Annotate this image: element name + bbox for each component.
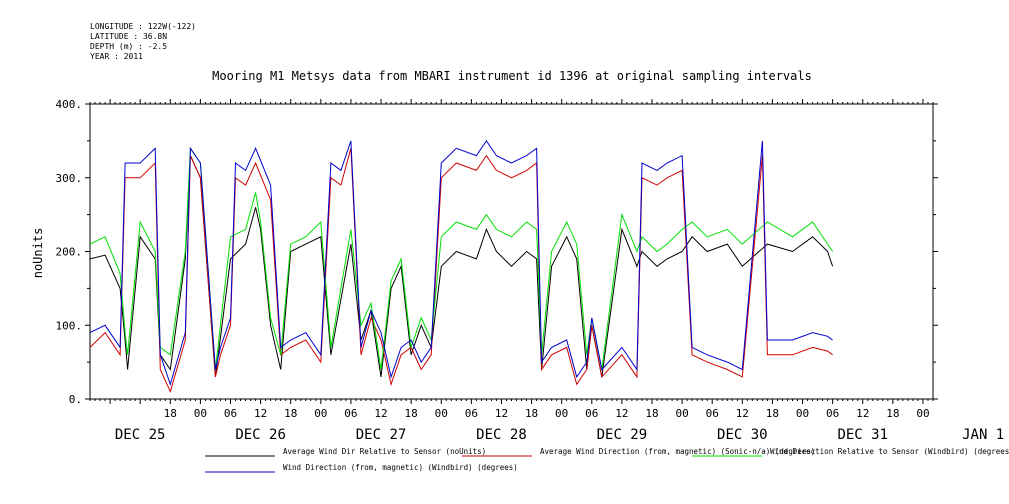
x-tick-label: 00 <box>916 407 929 420</box>
date-label: DEC 30 <box>717 427 768 443</box>
legend-label-0: Average Wind Dir Relative to Sensor (noU… <box>283 447 486 456</box>
x-tick-label: 00 <box>194 407 207 420</box>
meta-latitude: LATITUDE : 36.8N <box>90 32 167 41</box>
x-tick-label: 12 <box>856 407 869 420</box>
x-tick-label: 12 <box>736 407 749 420</box>
x-tick-label: 00 <box>314 407 327 420</box>
date-label: DEC 25 <box>115 427 166 443</box>
x-tick-label: 00 <box>796 407 809 420</box>
x-tick-label: 06 <box>826 407 839 420</box>
x-tick-label: 18 <box>284 407 297 420</box>
date-label: DEC 29 <box>597 427 648 443</box>
x-tick-label: 06 <box>344 407 357 420</box>
x-tick-label: 18 <box>525 407 538 420</box>
x-tick-label: 18 <box>164 407 177 420</box>
y-tick-label: 400. <box>56 98 83 111</box>
x-tick-label: 06 <box>585 407 598 420</box>
y-tick-label: 0. <box>69 393 82 406</box>
x-tick-label: 12 <box>495 407 508 420</box>
x-tick-label: 06 <box>465 407 478 420</box>
x-tick-label: 18 <box>886 407 899 420</box>
x-tick-label: 06 <box>706 407 719 420</box>
legend-label-3: Wind Direction (from, magnetic) (Windbir… <box>283 463 518 472</box>
x-tick-label: 12 <box>374 407 387 420</box>
y-tick-label: 200. <box>56 246 83 259</box>
legend-label-1: Average Wind Direction (from, magnetic) … <box>540 447 815 456</box>
meta-depth: DEPTH (m) : -2.5 <box>90 42 167 51</box>
y-tick-label: 300. <box>56 172 83 185</box>
date-label: DEC 27 <box>356 427 407 443</box>
meta-longitude: LONGITUDE : 122W(-122) <box>90 22 196 31</box>
series-line-3 <box>89 140 833 386</box>
legend: Average Wind Dir Relative to Sensor (noU… <box>205 447 1009 473</box>
x-tick-label: 18 <box>405 407 418 420</box>
x-tick-label: 00 <box>555 407 568 420</box>
series-line-1 <box>89 148 833 394</box>
x-tick-label: 18 <box>645 407 658 420</box>
plot-frame <box>89 103 934 400</box>
x-tick-label: 06 <box>224 407 237 420</box>
axes-layer: 0. 100. 200. 300. 400. 18 00 06 12 18 00 06 12 18 00 06… <box>56 98 1005 443</box>
legend-label-2: Wind Direction Relative to Sensor (Windb… <box>770 447 1009 456</box>
date-label: DEC 31 <box>837 427 888 443</box>
meta-year: YEAR : 2011 <box>90 52 143 61</box>
date-label: DEC 28 <box>476 427 527 443</box>
x-tick-label: 12 <box>254 407 267 420</box>
header-metadata: LONGITUDE : 122W(-122) LATITUDE : 36.8N … <box>90 22 196 61</box>
x-tick-label: 00 <box>435 407 448 420</box>
y-tick-label: 100. <box>56 319 83 332</box>
x-tick-label: 00 <box>675 407 688 420</box>
series-layer <box>89 140 834 394</box>
x-tick-label: 18 <box>766 407 779 420</box>
chart-title: Mooring M1 Metsys data from MBARI instru… <box>212 69 812 83</box>
y-axis-label: noUnits <box>31 228 45 279</box>
date-label: JAN 1 <box>962 427 1004 443</box>
x-tick-label: 12 <box>615 407 628 420</box>
date-label: DEC 26 <box>235 427 286 443</box>
